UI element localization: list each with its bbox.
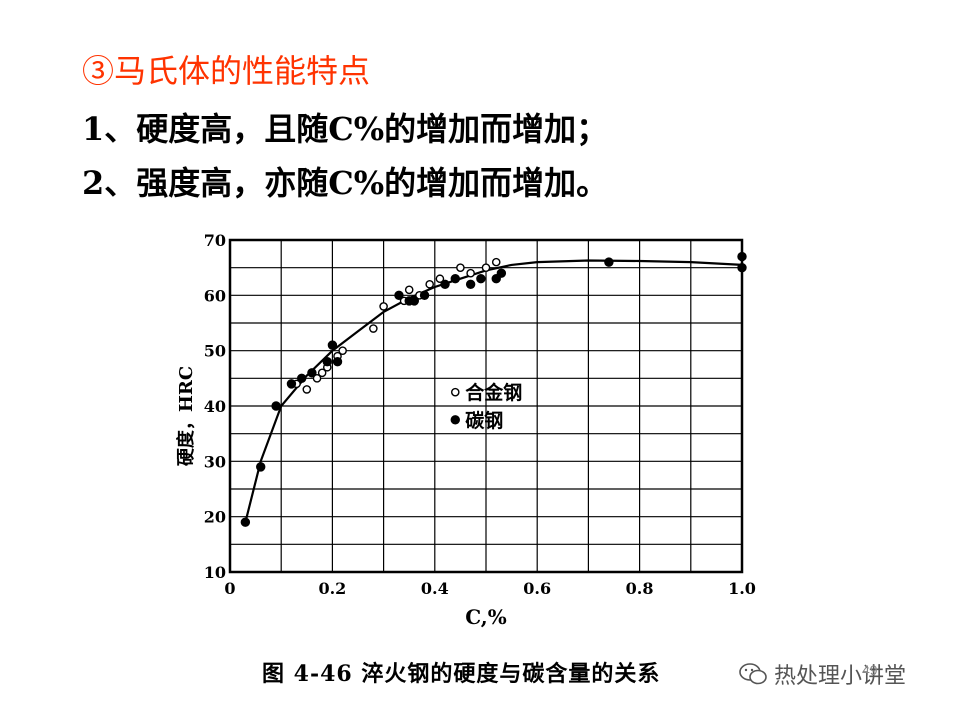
y-tick-label: 20 — [204, 508, 226, 527]
carbon-steel-point — [332, 357, 343, 367]
carbon-steel-point — [409, 296, 420, 306]
watermark: 热处理小讲堂 — [738, 658, 906, 690]
carbon-steel-point — [491, 274, 501, 284]
x-tick-label: 0.4 — [421, 579, 449, 598]
alloy-steel-point — [425, 279, 434, 289]
legend-label-carbon: 碳钢 — [465, 409, 503, 432]
figure-caption: 图 4-46 淬火钢的硬度与碳含量的关系 — [262, 661, 661, 687]
carbon-steel-point — [496, 268, 507, 278]
carbon-steel-point — [394, 290, 404, 301]
slide-heading: ③马氏体的性能特点 — [82, 52, 371, 90]
alloy-steel-point — [456, 263, 465, 272]
alloy-steel-point — [369, 324, 378, 333]
alloy-steel-point — [317, 368, 327, 378]
carbon-steel-point — [322, 357, 332, 367]
carbon-steel-point — [271, 401, 281, 411]
alloy-steel-point — [338, 346, 347, 355]
plot-frame — [228, 238, 744, 574]
carbon-steel-point — [465, 279, 476, 289]
carbon-steel-point — [604, 257, 614, 267]
point-1: 1、硬度高，且随C%的增加而增加； — [82, 110, 609, 148]
hardness-figure: 0 0.2 0.4 0.6 0.8 1.0 10 20 30 40 50 60 70 C,% 硬度，HRC 合… — [168, 222, 768, 636]
x-tick-label: 0 — [224, 579, 235, 598]
carbon-steel-point — [296, 373, 307, 384]
watermark-text: 热处理小讲堂 — [774, 664, 907, 689]
x-tick-label: 1.0 — [728, 579, 756, 598]
y-tick-label: 70 — [204, 231, 226, 250]
carbon-steel-point — [307, 368, 317, 378]
alloy-steel-point — [404, 285, 414, 295]
x-tick-label: 0.2 — [318, 579, 346, 598]
carbon-steel-point — [327, 340, 338, 350]
carbon-steel-point — [440, 279, 450, 289]
page-number: 49 — [862, 662, 878, 678]
legend-marker-carbon — [450, 415, 460, 425]
carbon-steel-point — [286, 379, 297, 389]
y-tick-label: 30 — [204, 452, 226, 471]
alloy-steel-point — [481, 263, 491, 272]
carbon-steel-point — [737, 262, 747, 273]
alloy-steel-point — [491, 257, 501, 267]
legend-label-alloy: 合金钢 — [465, 381, 522, 404]
x-tick-label: 0.8 — [626, 579, 654, 598]
hardness-chart: 0 0.2 0.4 0.6 0.8 1.0 10 20 30 40 50 60 70 C,% 硬度，HRC 合… — [175, 231, 756, 629]
y-tick-label: 50 — [204, 342, 226, 361]
y-axis-label: 硬度，HRC — [175, 366, 197, 466]
legend-marker-alloy — [450, 387, 460, 397]
carbon-steel-point — [450, 274, 460, 284]
alloy-steel-point — [312, 374, 322, 383]
carbon-steel-point — [256, 462, 266, 472]
wechat-icon — [739, 663, 767, 685]
y-tick-label: 60 — [204, 286, 226, 305]
x-tick-label: 0.6 — [523, 579, 551, 598]
carbon-steel-point — [419, 290, 430, 301]
carbon-steel-point — [476, 274, 486, 284]
alloy-steel-point — [302, 385, 312, 394]
y-tick-label: 40 — [204, 397, 226, 416]
alloy-steel-point — [379, 302, 388, 311]
alloy-steel-point — [466, 268, 475, 278]
y-tick-label: 10 — [204, 563, 226, 582]
point-2: 2、强度高，亦随C%的增加而增加。 — [82, 164, 609, 202]
alloy-steel-point — [435, 274, 445, 284]
carbon-steel-point — [240, 517, 251, 527]
carbon-steel-point — [737, 251, 747, 262]
x-axis-label: C,% — [465, 605, 507, 629]
